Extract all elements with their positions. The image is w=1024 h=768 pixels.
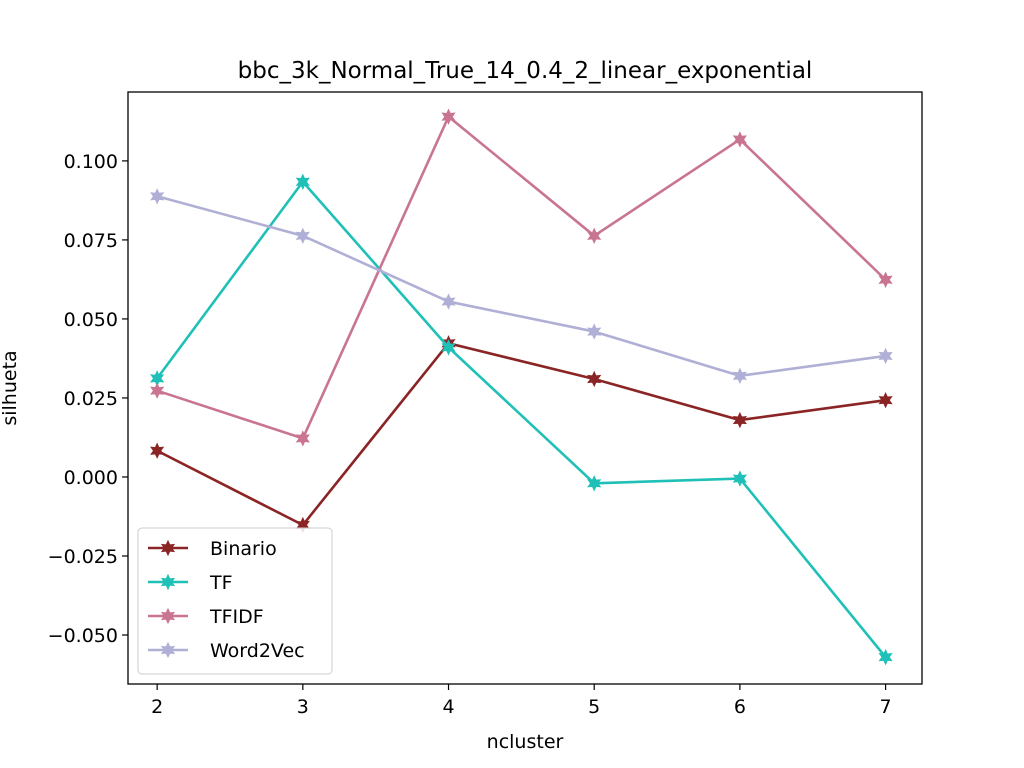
legend-swatch-marker: [160, 641, 176, 659]
data-point-marker: [878, 391, 893, 409]
x-tick-label: 3: [297, 696, 309, 718]
legend-box: [137, 527, 333, 675]
data-point-marker: [295, 227, 310, 244]
data-point-marker: [732, 470, 747, 487]
x-tick-label: 2: [151, 696, 163, 718]
series-line: [156, 180, 887, 658]
series-line: [156, 195, 886, 378]
legend-swatch-marker: [160, 573, 176, 591]
data-point-marker: [587, 370, 602, 388]
data-point-marker: [878, 648, 893, 666]
data-point-marker: [150, 442, 165, 459]
y-tick-label: 0.025: [64, 388, 118, 410]
series-layer: [150, 108, 893, 666]
legend-item: TFIDF: [148, 606, 264, 628]
data-point-marker: [732, 131, 747, 148]
x-tick-label: 7: [880, 696, 892, 718]
data-point-marker: [441, 293, 456, 310]
legend-swatch-marker: [160, 539, 176, 557]
series-line: [156, 115, 887, 440]
data-point-marker: [732, 411, 747, 429]
legend-label: TFIDF: [209, 606, 264, 628]
series-word2vec: [150, 188, 893, 385]
series-tfidf: [150, 108, 893, 447]
legend-label: Word2Vec: [210, 640, 305, 662]
data-point-marker: [295, 173, 310, 190]
x-axis-label: ncluster: [487, 731, 564, 753]
legend-item: TF: [148, 572, 233, 594]
data-point-marker: [295, 430, 310, 447]
data-point-marker: [441, 339, 456, 356]
legend-item: Word2Vec: [148, 640, 305, 662]
legend-label: TF: [209, 572, 233, 594]
y-tick-label: −0.025: [48, 546, 118, 568]
y-tick-label: 0.075: [64, 230, 118, 252]
series-binario: [150, 335, 893, 534]
data-point-marker: [732, 367, 747, 385]
y-tick-label: 0.100: [64, 151, 118, 173]
series-line: [156, 341, 886, 527]
plot-frame: [127, 91, 923, 685]
y-tick-label: 0.050: [64, 309, 118, 331]
x-tick-label: 6: [734, 696, 746, 718]
data-point-marker: [878, 347, 893, 365]
y-axis-label: silhueta: [0, 350, 21, 425]
chart-title: bbc_3k_Normal_True_14_0.4_2_linear_expon…: [238, 58, 813, 84]
data-point-marker: [587, 227, 602, 244]
legend: Binario TF TFIDF Word2Vec: [137, 527, 333, 675]
ticks-layer: 2 3 4 5 6 7 −0.050 −0.025 0.000 0.025 0.050 0.075 0.…: [48, 151, 892, 718]
x-tick-label: 5: [588, 696, 600, 718]
y-tick-label: −0.050: [48, 625, 118, 647]
y-tick-label: 0.000: [64, 467, 118, 489]
data-point-marker: [150, 382, 165, 399]
legend-swatch-marker: [160, 607, 176, 625]
legend-label: Binario: [210, 538, 277, 560]
data-point-marker: [441, 108, 456, 125]
data-point-marker: [150, 188, 165, 205]
data-point-marker: [587, 323, 602, 340]
x-tick-label: 4: [442, 696, 454, 718]
legend-item: Binario: [148, 538, 277, 560]
data-point-marker: [587, 475, 602, 492]
data-point-marker: [878, 271, 893, 288]
